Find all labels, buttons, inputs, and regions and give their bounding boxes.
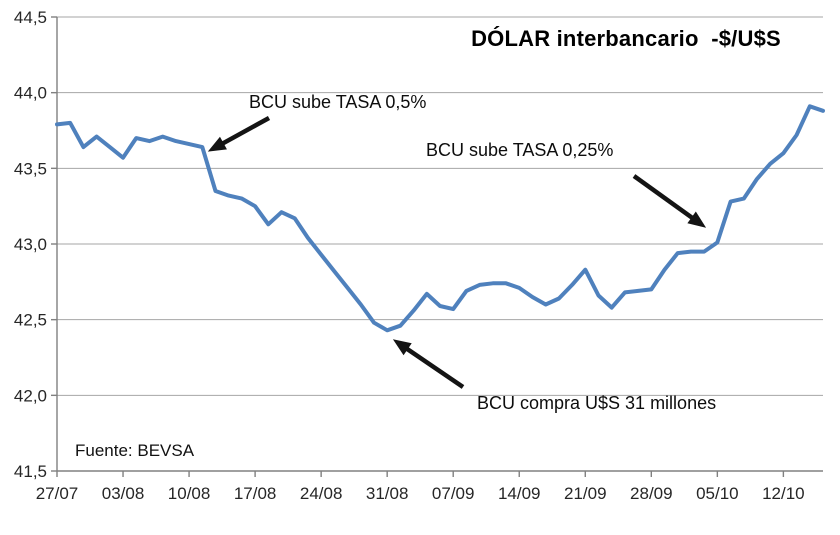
svg-text:31/08: 31/08 (366, 484, 409, 503)
axes-group (51, 16, 823, 477)
svg-text:42,0: 42,0 (14, 386, 47, 405)
svg-text:10/08: 10/08 (168, 484, 211, 503)
svg-text:27/07: 27/07 (36, 484, 79, 503)
svg-text:24/08: 24/08 (300, 484, 343, 503)
svg-text:43,5: 43,5 (14, 159, 47, 178)
svg-text:44,0: 44,0 (14, 84, 47, 103)
svg-text:43,0: 43,0 (14, 235, 47, 254)
svg-text:28/09: 28/09 (630, 484, 673, 503)
y-axis-labels-group: 44,5 44,0 43,5 43,0 42,5 42,0 41,5 (14, 8, 47, 481)
svg-text:07/09: 07/09 (432, 484, 475, 503)
svg-text:05/10: 05/10 (696, 484, 739, 503)
svg-text:42,5: 42,5 (14, 311, 47, 330)
svg-text:12/10: 12/10 (762, 484, 805, 503)
svg-text:44,5: 44,5 (14, 8, 47, 27)
svg-text:17/08: 17/08 (234, 484, 277, 503)
svg-text:03/08: 03/08 (102, 484, 145, 503)
source-note: Fuente: BEVSA (75, 441, 195, 460)
svg-text:14/09: 14/09 (498, 484, 541, 503)
annotation-rate-hike-05: BCU sube TASA 0,5% (249, 92, 427, 112)
price-line-group (55, 104, 825, 333)
x-axis-labels-group: 27/07 03/08 10/08 17/08 24/08 31/08 07/09 14/09… (36, 484, 805, 503)
chart-title: DÓLAR interbancario -$/U$S (471, 26, 781, 51)
svg-text:41,5: 41,5 (14, 462, 47, 481)
annotation-arrows-group (207, 116, 707, 389)
annotation-dollar-purchase: BCU compra U$S 31 millones (477, 393, 717, 413)
annotation-rate-hike-025: BCU sube TASA 0,25% (426, 140, 614, 160)
svg-text:21/09: 21/09 (564, 484, 607, 503)
